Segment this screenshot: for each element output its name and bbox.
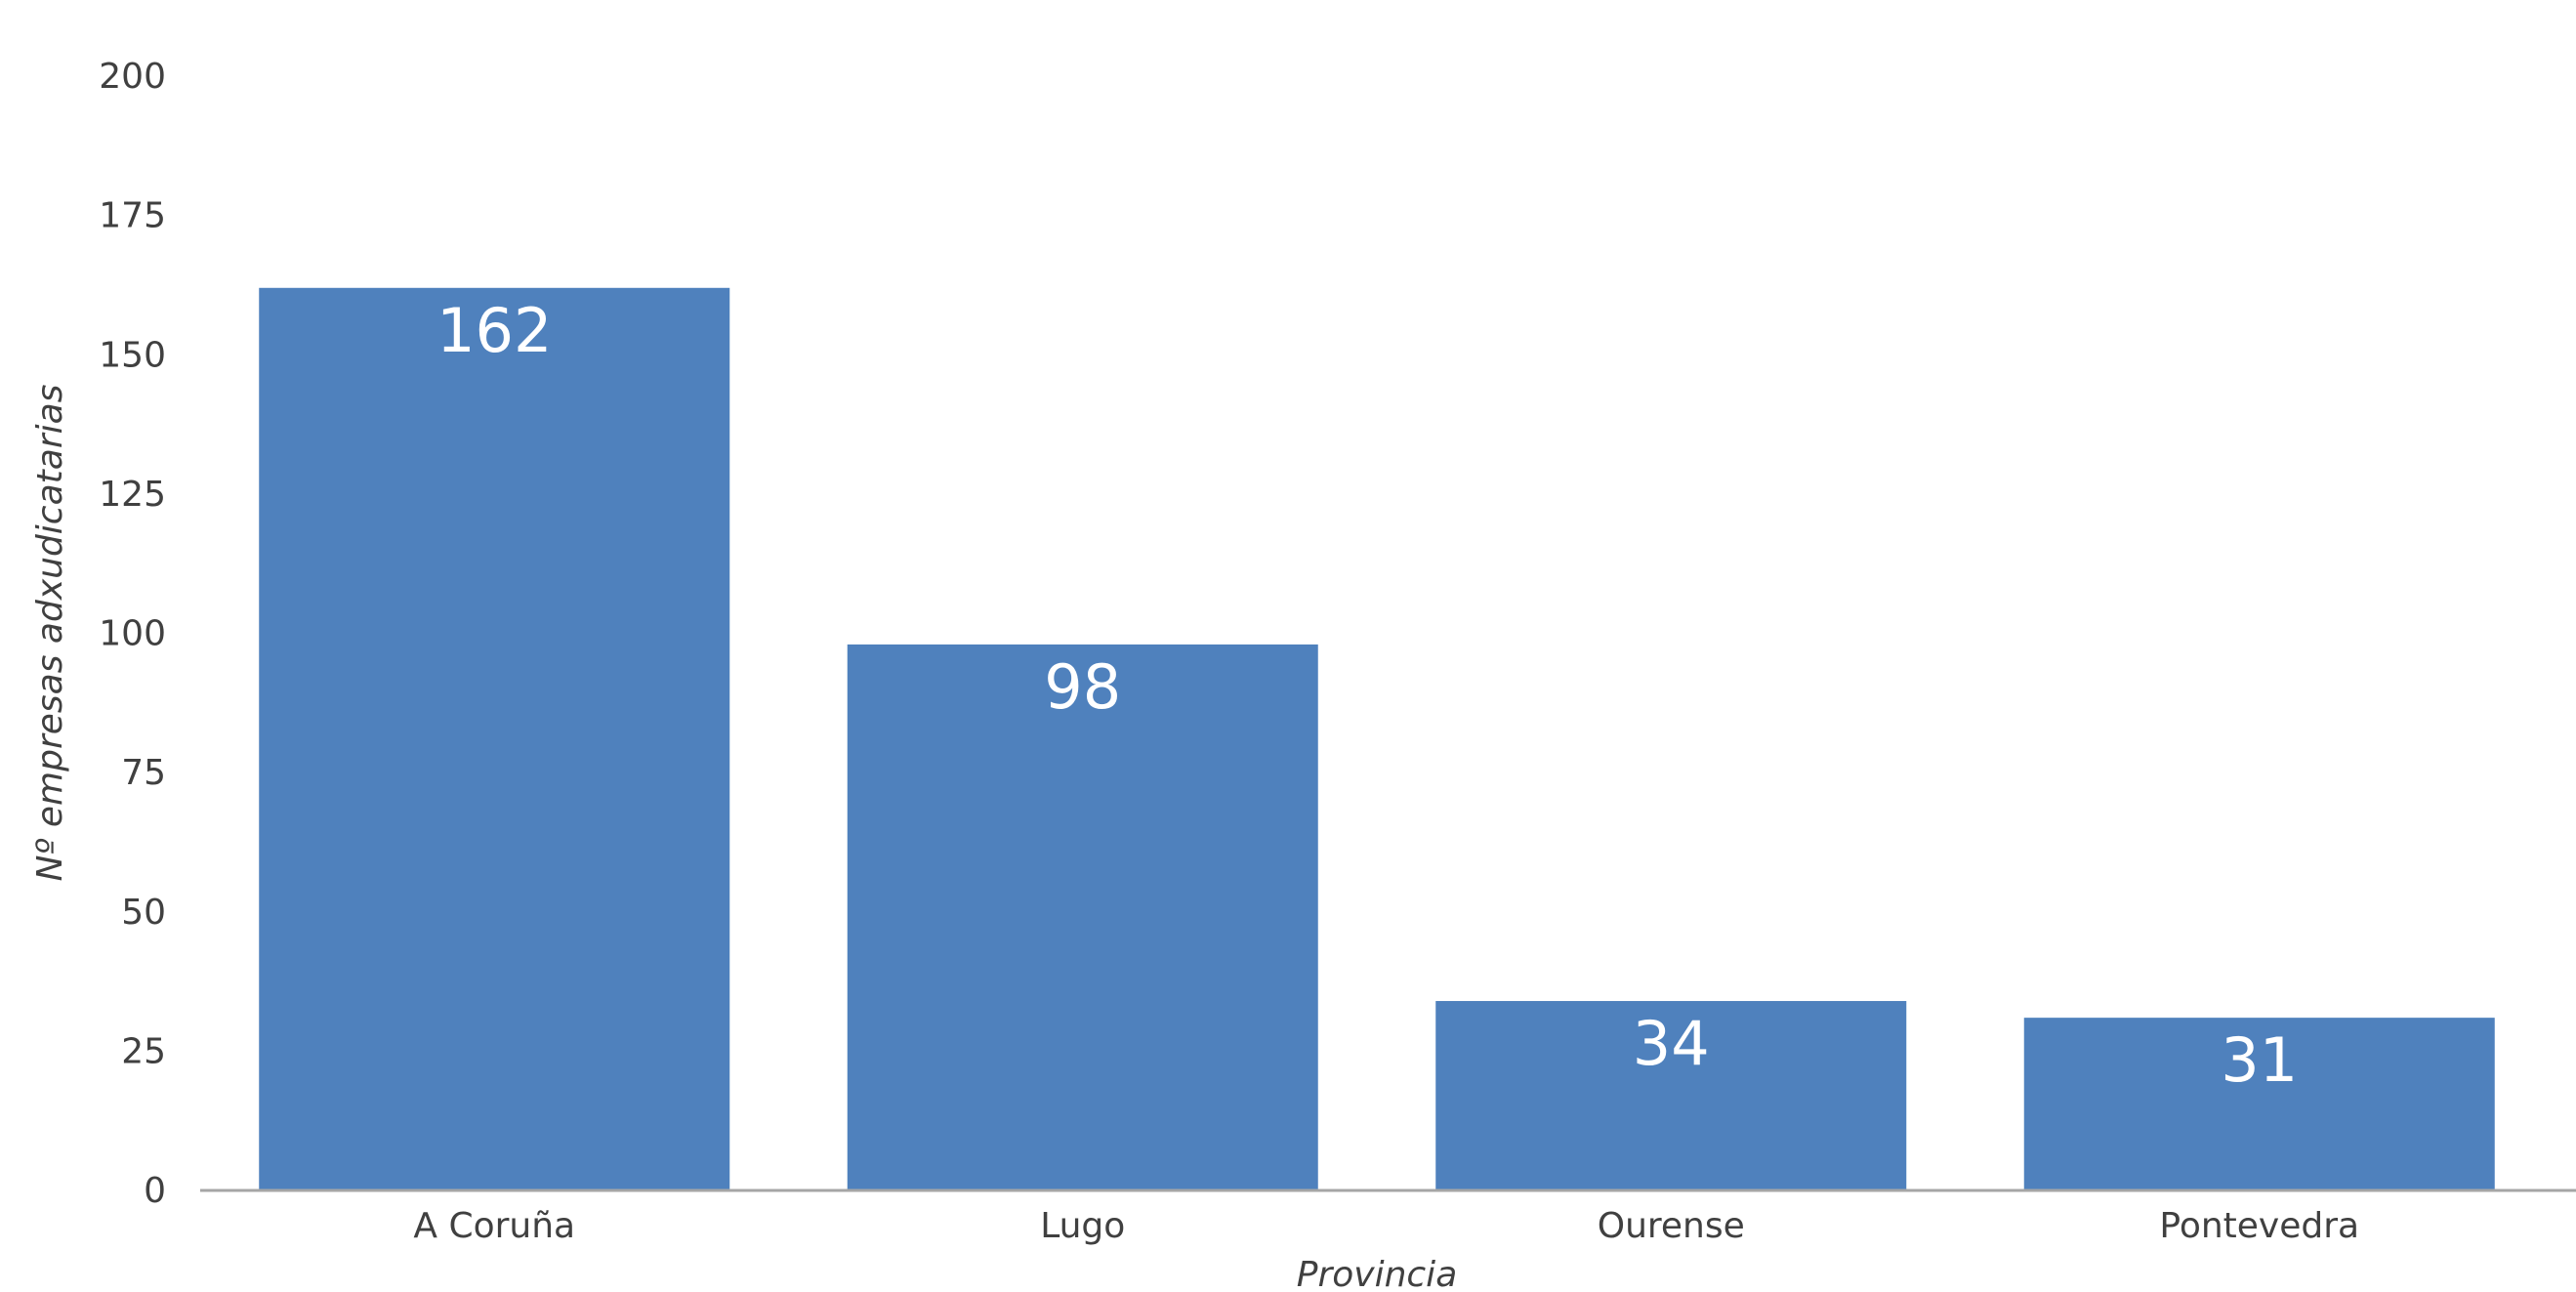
x-axis-title: Provincia: [1297, 1255, 1458, 1292]
bars: [259, 287, 2495, 1190]
bar: [847, 644, 1318, 1190]
y-tick-label: 50: [121, 893, 166, 933]
bar-value-label: 98: [1044, 651, 1121, 723]
bar-value-label: 162: [436, 295, 552, 366]
bar: [1435, 1001, 1907, 1190]
x-tick-label: A Coruña: [413, 1206, 575, 1246]
x-tick-label: Pontevedra: [2159, 1206, 2359, 1246]
x-tick-label: Ourense: [1598, 1206, 1745, 1246]
x-tick-label: Lugo: [1040, 1206, 1125, 1246]
data-labels: 162 98 34 31: [436, 295, 2298, 1096]
y-axis-title: Nº empresas adxudicatarias: [30, 385, 70, 882]
y-tick-label: 150: [99, 335, 166, 375]
y-axis-ticks: 0 25 50 75 100 125 150 175 200: [99, 57, 166, 1211]
bar-value-label: 34: [1633, 1008, 1710, 1079]
y-tick-label: 100: [99, 614, 166, 654]
x-axis-category-labels: A Coruña Lugo Ourense Pontevedra: [413, 1206, 2359, 1246]
y-tick-label: 75: [121, 753, 166, 793]
y-tick-label: 125: [99, 475, 166, 515]
bar: [2023, 1018, 2495, 1190]
bar: [259, 287, 730, 1190]
y-tick-label: 175: [99, 196, 166, 236]
y-tick-label: 0: [144, 1171, 166, 1211]
y-tick-label: 25: [121, 1031, 166, 1071]
y-tick-label: 200: [99, 57, 166, 97]
bar-value-label: 31: [2221, 1024, 2298, 1096]
